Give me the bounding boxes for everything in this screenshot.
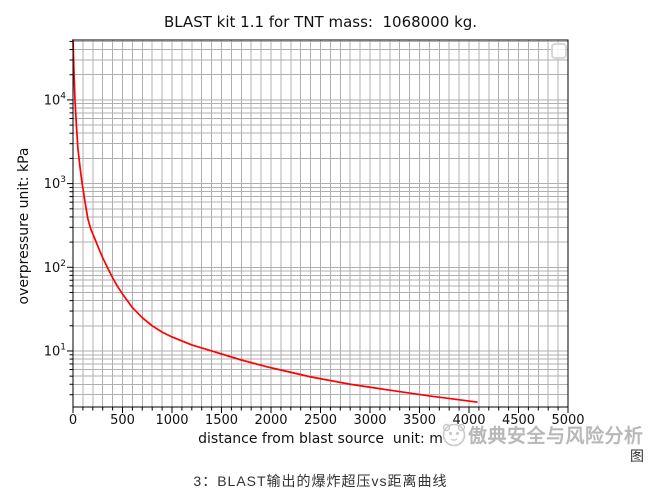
svg-text:2500: 2500 (304, 413, 337, 428)
svg-text:103: 103 (44, 175, 66, 192)
svg-text:2000: 2000 (254, 413, 287, 428)
grid-lines (73, 40, 568, 407)
svg-text:104: 104 (44, 91, 67, 108)
y-tick-labels: 101 102 103 104 (44, 91, 67, 359)
axes-frame (72, 39, 569, 408)
x-axis-label: distance from blast source unit: m (198, 431, 443, 447)
svg-text:500: 500 (110, 413, 135, 428)
svg-text:4000: 4000 (452, 413, 485, 428)
svg-text:0: 0 (69, 413, 77, 428)
svg-text:1500: 1500 (205, 413, 238, 428)
figure-caption: 3：BLAST输出的爆炸超压vs距离曲线 (193, 473, 448, 489)
empty-legend-box (551, 43, 567, 59)
svg-text:102: 102 (44, 259, 66, 276)
overpressure-curve (72, 39, 478, 403)
svg-text:101: 101 (44, 342, 66, 359)
chart-title: BLAST kit 1.1 for TNT mass: 1068000 kg. (163, 13, 478, 31)
svg-text:4500: 4500 (502, 413, 535, 428)
svg-text:1000: 1000 (155, 413, 188, 428)
svg-text:3500: 3500 (403, 413, 436, 428)
svg-text:5000: 5000 (551, 413, 584, 428)
figure-label-char: 图 (630, 448, 644, 464)
svg-text:3000: 3000 (353, 413, 386, 428)
x-tick-labels: 0 500 1000 1500 2000 2500 3000 3500 4000 4500 5000 (69, 413, 585, 428)
